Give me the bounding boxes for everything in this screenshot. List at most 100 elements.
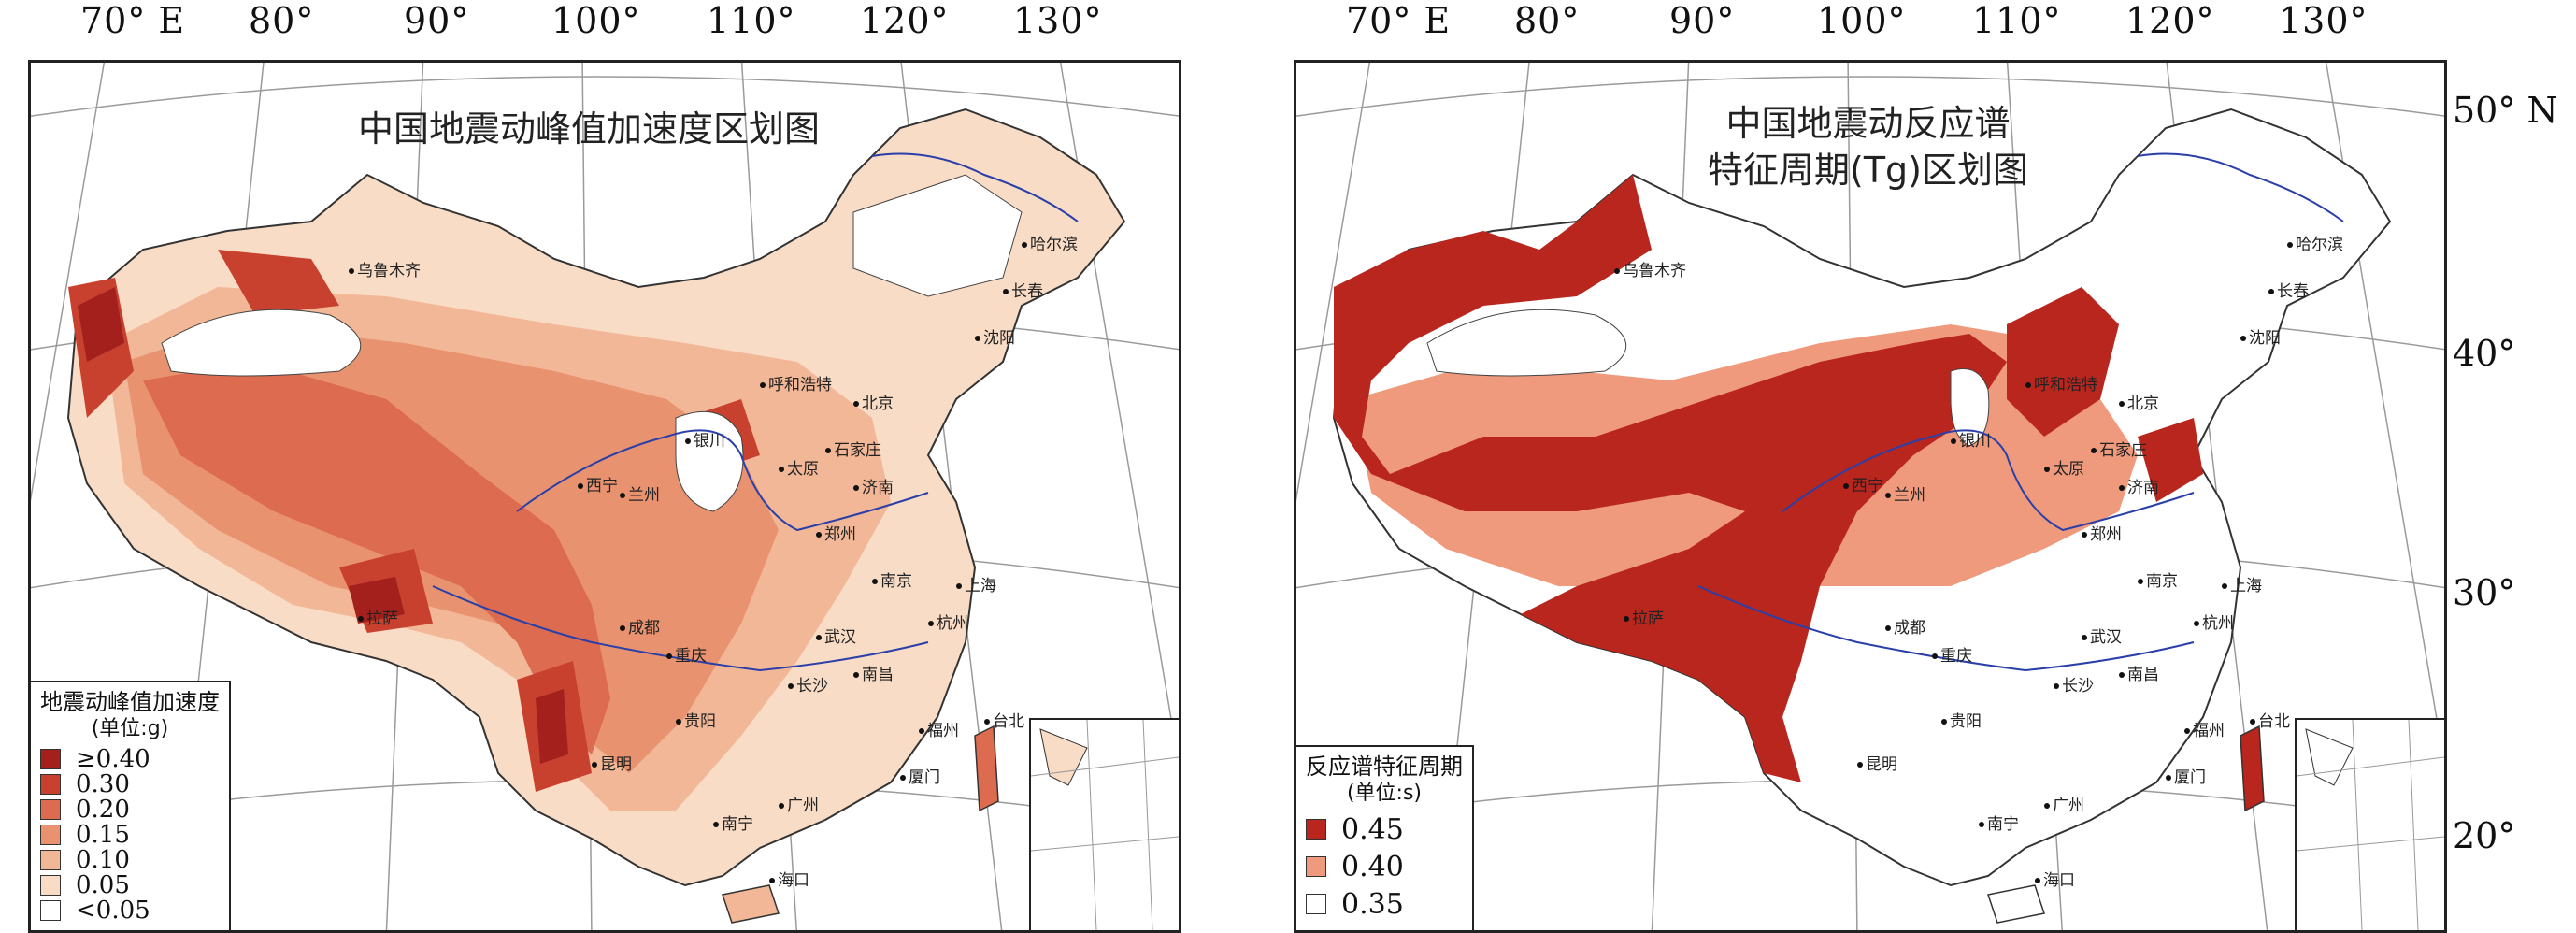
lon-label-90-right: 90° bbox=[1669, 0, 1736, 41]
city-label: 长沙 bbox=[2054, 672, 2094, 696]
city-label: 石家庄 bbox=[825, 437, 881, 460]
legend-item: 0.15 bbox=[40, 820, 220, 849]
lon-label-70-right: 70° E bbox=[1346, 0, 1452, 41]
tg-legend-unit: (单位:s) bbox=[1346, 782, 1423, 805]
pga-map-title: 中国地震动峰值加速度区划图 bbox=[358, 108, 821, 150]
city-label: 沈阳 bbox=[975, 324, 1015, 348]
lon-label-70: 70° E bbox=[80, 0, 186, 41]
lat-label-40: 40° bbox=[2453, 333, 2516, 374]
city-label: 南京 bbox=[872, 567, 912, 591]
city-label: 银川 bbox=[685, 427, 725, 451]
lon-label-120: 120° bbox=[860, 0, 950, 41]
hainan-island bbox=[722, 884, 780, 924]
legend-swatch bbox=[1306, 894, 1326, 914]
legend-item: <0.05 bbox=[40, 896, 220, 925]
city-label: 杭州 bbox=[928, 610, 968, 633]
legend-item: 0.40 bbox=[1306, 848, 1463, 885]
city-label: 北京 bbox=[2119, 390, 2159, 413]
legend-label: <0.05 bbox=[76, 896, 150, 925]
legend-swatch bbox=[40, 798, 61, 820]
legend-swatch bbox=[40, 748, 61, 769]
lon-label-120-right: 120° bbox=[2125, 0, 2215, 41]
city-label: 哈尔滨 bbox=[1022, 231, 1078, 254]
legend-label: 0.05 bbox=[76, 870, 130, 899]
lat-label-20: 20° bbox=[2453, 815, 2516, 856]
city-label: 兰州 bbox=[620, 481, 660, 505]
city-label: 成都 bbox=[620, 614, 660, 638]
legend-label: 0.15 bbox=[76, 820, 130, 849]
legend-item: 0.20 bbox=[40, 795, 220, 824]
city-label: 哈尔滨 bbox=[2287, 231, 2343, 254]
legend-swatch bbox=[1306, 819, 1326, 840]
tg-map-canvas bbox=[1296, 63, 2444, 930]
city-label: 广州 bbox=[2044, 792, 2084, 815]
tg-legend-title: 反应谱特征周期 bbox=[1306, 754, 1463, 780]
city-label: 南宁 bbox=[713, 811, 753, 834]
legend-label: 0.40 bbox=[1341, 850, 1404, 883]
legend-item: 0.45 bbox=[1306, 811, 1463, 848]
city-label: 西宁 bbox=[578, 472, 618, 495]
city-label: 兰州 bbox=[1885, 481, 1925, 505]
lon-label-110: 110° bbox=[707, 0, 796, 41]
tg-map-panel: 中国地震动反应谱 特征周期(Tg)区划图 乌鲁木齐 拉萨 兰州 银川 西宁 成都… bbox=[1294, 60, 2447, 933]
taiwan-island bbox=[974, 725, 999, 812]
city-label: 成都 bbox=[1885, 614, 1925, 638]
city-label: 长春 bbox=[1003, 278, 1043, 301]
city-label: 上海 bbox=[956, 572, 996, 596]
city-label: 南宁 bbox=[1979, 811, 2019, 834]
city-label: 南昌 bbox=[853, 661, 894, 684]
city-label: 西宁 bbox=[1843, 472, 1883, 495]
city-label: 拉萨 bbox=[1624, 605, 1664, 628]
city-label: 海口 bbox=[769, 867, 809, 890]
legend-label: 0.20 bbox=[76, 795, 130, 824]
city-label: 北京 bbox=[853, 390, 894, 413]
legend-label: 0.10 bbox=[76, 845, 130, 874]
city-label: 广州 bbox=[779, 792, 819, 815]
hainan-island bbox=[1987, 884, 2045, 924]
city-label: 厦门 bbox=[900, 764, 940, 787]
pga-zone-0.20 bbox=[143, 362, 610, 754]
city-label: 沈阳 bbox=[2240, 324, 2281, 348]
lon-label-80: 80° bbox=[249, 0, 315, 41]
legend-swatch bbox=[40, 824, 61, 845]
south-china-sea-inset bbox=[1029, 718, 1179, 930]
city-label: 乌鲁木齐 bbox=[1614, 257, 1686, 280]
tg-legend-items: 0.45 0.40 0.35 bbox=[1306, 811, 1463, 923]
city-label: 长春 bbox=[2268, 278, 2309, 301]
lon-label-110-right: 110° bbox=[1972, 0, 2062, 41]
city-label: 太原 bbox=[779, 455, 819, 479]
legend-item: 0.05 bbox=[40, 870, 220, 899]
pga-legend-title: 地震动峰值加速度 bbox=[40, 689, 220, 715]
city-label: 呼和浩特 bbox=[2025, 371, 2097, 395]
city-label: 贵阳 bbox=[1941, 708, 1982, 731]
city-label: 济南 bbox=[2119, 474, 2159, 497]
lon-label-100-right: 100° bbox=[1817, 0, 1907, 41]
tg-map-title: 中国地震动反应谱 特征周期(Tg)区划图 bbox=[1708, 100, 2028, 194]
legend-swatch bbox=[40, 899, 61, 921]
city-label: 上海 bbox=[2222, 572, 2262, 596]
legend-item: 0.10 bbox=[40, 845, 220, 874]
city-label: 武汉 bbox=[2082, 624, 2122, 647]
lon-label-130-right: 130° bbox=[2279, 0, 2368, 41]
city-label: 石家庄 bbox=[2091, 437, 2147, 460]
tg-map-title-line1: 中国地震动反应谱 bbox=[1725, 103, 2011, 144]
city-label: 台北 bbox=[984, 708, 1024, 731]
legend-label: 0.45 bbox=[1341, 812, 1404, 846]
city-label: 福州 bbox=[919, 717, 959, 740]
lon-label-130: 130° bbox=[1013, 0, 1103, 41]
legend-item: 0.30 bbox=[40, 770, 220, 798]
city-label: 南京 bbox=[2138, 567, 2178, 591]
city-label: 重庆 bbox=[666, 642, 707, 666]
city-label: 济南 bbox=[853, 474, 894, 497]
city-label: 拉萨 bbox=[358, 605, 398, 628]
legend-swatch bbox=[40, 849, 61, 870]
legend-item: 0.35 bbox=[1306, 885, 1463, 923]
city-label: 长沙 bbox=[788, 672, 828, 696]
city-label: 福州 bbox=[2184, 717, 2225, 740]
tarim-basin-low bbox=[161, 309, 362, 377]
city-label: 太原 bbox=[2044, 455, 2084, 479]
city-label: 重庆 bbox=[1932, 642, 1972, 666]
city-label: 贵阳 bbox=[676, 708, 716, 731]
city-label: 昆明 bbox=[1857, 751, 1897, 774]
legend-swatch bbox=[40, 874, 61, 896]
